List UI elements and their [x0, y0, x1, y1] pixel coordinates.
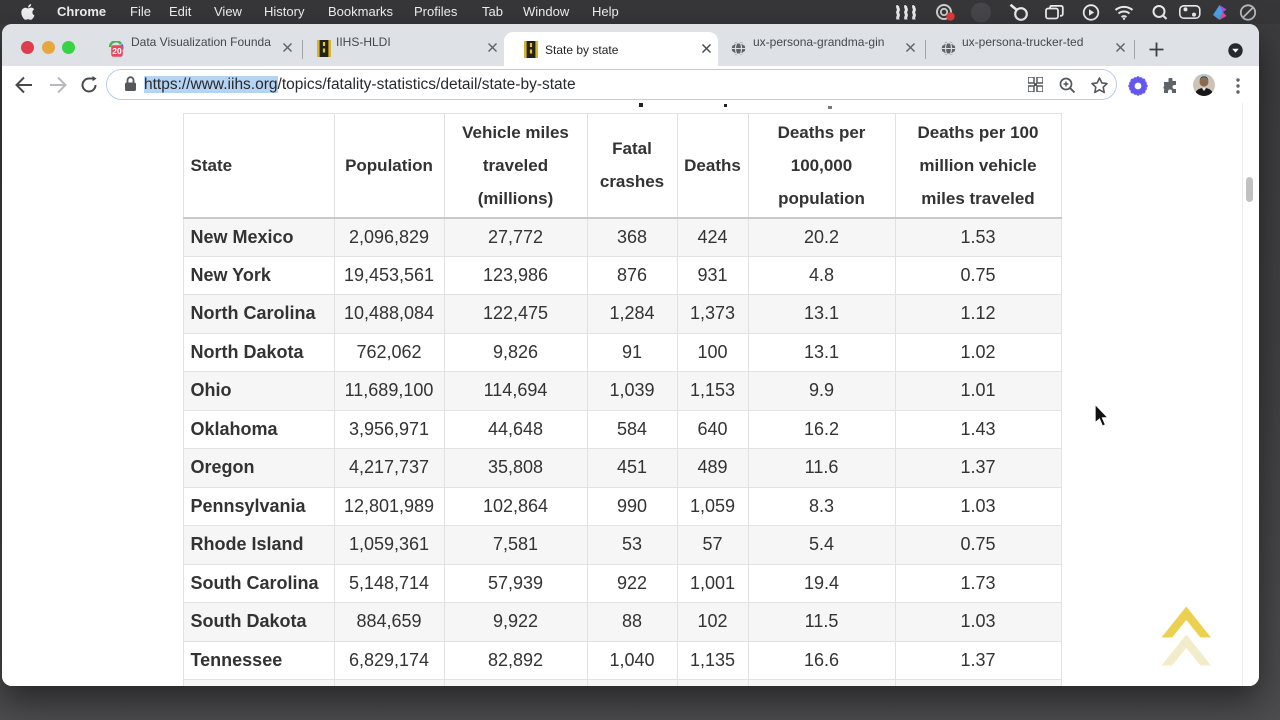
svg-text:20: 20 — [112, 46, 122, 56]
